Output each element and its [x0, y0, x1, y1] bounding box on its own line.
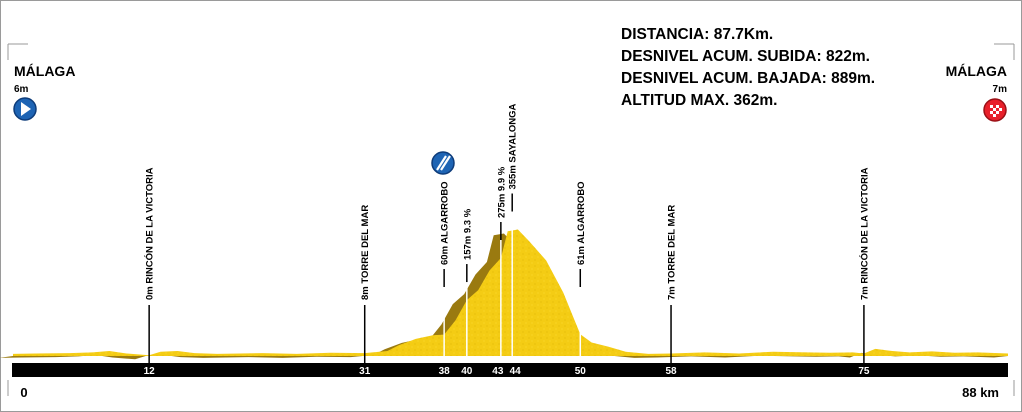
marker-label-44: 355m SAYALONGA — [508, 103, 519, 189]
marker-label-12: 0m RINCÓN DE LA VICTORIA — [144, 167, 156, 300]
corner-bracket-left — [7, 43, 28, 60]
play-start-icon — [13, 97, 37, 121]
distance-text: DISTANCIA: 87.7Km. — [621, 26, 774, 43]
axis-end-label: 88 km — [962, 385, 999, 400]
km-tick-label-58: 58 — [665, 366, 677, 377]
marker-label-50: 61m ALGARROBO — [576, 181, 587, 265]
distance-axis-bar — [12, 363, 1008, 377]
descent-text: DESNIVEL ACUM. BAJADA: 889m. — [621, 70, 876, 87]
km-tick-label-44: 44 — [510, 366, 522, 377]
marker-label-31: 8m TORRE DEL MAR — [360, 205, 371, 300]
marker-label-58: 7m TORRE DEL MAR — [667, 205, 678, 300]
km-tick-label-43: 43 — [492, 366, 504, 377]
marker-label-43: 275m 9.9 % — [496, 166, 507, 218]
km-tick-label-50: 50 — [575, 366, 587, 377]
start-altitude: 6m — [14, 84, 29, 95]
finish-altitude: 7m — [993, 84, 1008, 95]
marker-label-38: 60m ALGARROBO — [440, 181, 451, 265]
axis-start-label: 0 — [20, 385, 27, 400]
finish-city-name: MÁLAGA — [946, 63, 1007, 79]
checkered-flag-icon — [983, 98, 1007, 122]
corner-bracket-right — [994, 43, 1015, 60]
marker-label-75: 7m RINCÓN DE LA VICTORIA — [858, 167, 870, 300]
km-tick-label-40: 40 — [461, 366, 473, 377]
ascent-text: DESNIVEL ACUM. SUBIDA: 822m. — [621, 48, 870, 65]
km-tick-label-12: 12 — [144, 366, 156, 377]
marker-label-40: 157m 9.3 % — [462, 208, 473, 260]
profile-texture — [13, 229, 1008, 356]
sprint-zone-icon — [431, 151, 455, 175]
km-tick-label-75: 75 — [858, 366, 870, 377]
km-tick-label-31: 31 — [359, 366, 371, 377]
km-tick-label-38: 38 — [439, 366, 451, 377]
waypoint-markers: 0m RINCÓN DE LA VICTORIA 12 8m TORRE DEL M… — [144, 103, 871, 377]
start-city-name: MÁLAGA — [14, 63, 75, 79]
max-altitude-text: ALTITUD MAX. 362m. — [621, 92, 778, 109]
stats-panel: DISTANCIA: 87.7Km. DESNIVEL ACUM. SUBIDA… — [621, 24, 875, 112]
